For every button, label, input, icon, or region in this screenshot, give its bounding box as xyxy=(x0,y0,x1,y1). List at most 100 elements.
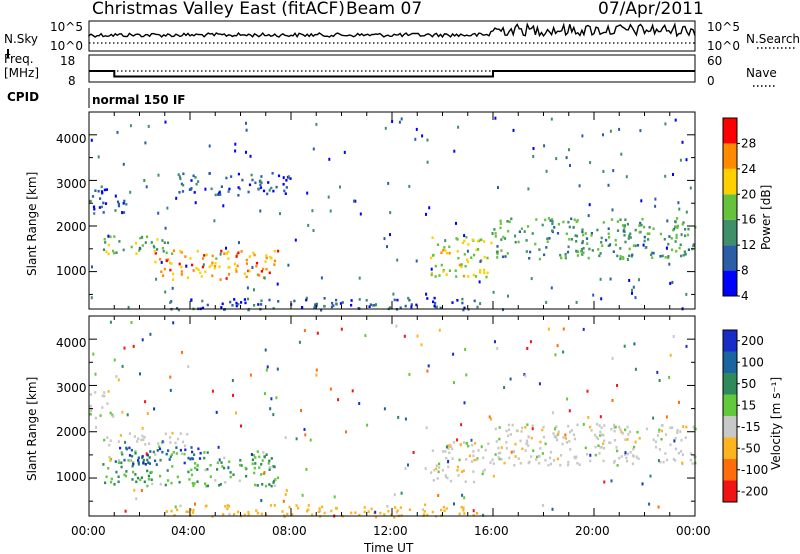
velocity-echo-cell xyxy=(568,409,571,413)
freq-tick-top: 18 xyxy=(60,54,75,68)
velocity-echo-cell xyxy=(190,457,193,460)
velocity-echo-cell xyxy=(134,452,137,455)
power-echo-cell xyxy=(431,236,434,239)
velocity-echo-cell xyxy=(503,461,506,465)
velocity-echo-cell xyxy=(626,459,629,463)
velocity-echo-cell xyxy=(130,321,133,324)
velocity-echo-cell xyxy=(393,493,396,497)
velocity-echo-cell xyxy=(222,513,225,516)
velocity-echo-cell xyxy=(379,511,382,515)
velocity-echo-cell xyxy=(95,425,98,429)
power-echo-cell xyxy=(220,306,223,309)
velocity-echo-cell xyxy=(247,510,250,514)
velocity-colorbar-swatch xyxy=(723,459,737,481)
power-echo-cell xyxy=(496,252,499,256)
noise-search-label: N.Search xyxy=(746,32,800,46)
velocity-echo-cell xyxy=(613,429,616,433)
power-echo-cell xyxy=(250,173,253,177)
power-echo-cell xyxy=(116,130,119,134)
velocity-echo-cell xyxy=(680,450,683,453)
velocity-echo-cell xyxy=(193,482,196,485)
velocity-echo-cell xyxy=(436,477,439,480)
velocity-echo-cell xyxy=(146,458,149,462)
velocity-echo-cell xyxy=(637,457,640,460)
velocity-echo-cell xyxy=(472,480,476,484)
power-echo-cell xyxy=(623,224,626,227)
velocity-echo-cell xyxy=(668,375,671,379)
power-echo-cell xyxy=(609,243,612,247)
power-echo-cell xyxy=(268,298,271,302)
power-echo-cell xyxy=(502,235,505,239)
velocity-echo-cell xyxy=(190,446,193,449)
power-echo-cell xyxy=(252,251,255,255)
velocity-echo-cell xyxy=(613,426,616,429)
velocity-echo-cell xyxy=(420,343,423,347)
velocity-echo-cell xyxy=(218,484,221,487)
power-echo-cell xyxy=(320,276,323,280)
velocity-echo-cell xyxy=(224,481,227,484)
velocity-echo-cell xyxy=(198,457,202,460)
velocity-echo-cell xyxy=(539,447,542,450)
power-echo-cell xyxy=(494,235,497,238)
power-echo-cell xyxy=(400,117,403,121)
velocity-echo-cell xyxy=(629,450,632,454)
power-echo-cell xyxy=(654,197,657,201)
velocity-echo-cell xyxy=(107,467,110,470)
power-echo-cell xyxy=(479,269,482,272)
nave-tick-top: 60 xyxy=(707,54,722,68)
velocity-colorbar-swatch xyxy=(723,373,737,395)
power-echo-cell xyxy=(454,269,457,272)
power-echo-cell xyxy=(638,278,640,282)
power-echo-cell xyxy=(169,268,172,272)
velocity-echo-cell xyxy=(547,327,550,331)
power-echo-cell xyxy=(592,293,595,297)
power-echo-cell xyxy=(472,273,475,277)
velocity-echo-cell xyxy=(631,462,634,466)
power-echo-cell xyxy=(432,300,435,304)
velocity-echo-cell xyxy=(140,438,143,442)
power-echo-cell xyxy=(433,296,436,300)
power-echo-cell xyxy=(194,176,197,179)
power-echo-cell xyxy=(628,254,631,258)
power-echo-cell xyxy=(328,157,331,161)
velocity-echo-cell xyxy=(462,506,465,510)
velocity-echo-cell xyxy=(470,438,473,442)
power-echo-cell xyxy=(215,257,218,260)
velocity-echo-cell xyxy=(141,455,144,458)
velocity-echo-cell xyxy=(227,466,230,470)
velocity-echo-cell xyxy=(497,451,500,455)
velocity-echo-cell xyxy=(576,423,579,427)
power-echo-cell xyxy=(307,223,310,227)
velocity-echo-cell xyxy=(538,455,541,458)
power-echo-cell xyxy=(214,193,217,197)
velocity-echo-cell xyxy=(552,432,555,435)
power-echo-cell xyxy=(430,273,433,277)
power-echo-cell xyxy=(331,301,334,305)
power-echo-cell xyxy=(664,122,667,126)
velocity-echo-cell xyxy=(215,410,218,414)
velocity-echo-cell xyxy=(123,458,126,462)
velocity-echo-cell xyxy=(627,433,630,436)
power-echo-cell xyxy=(254,181,257,185)
power-echo-cell xyxy=(681,140,684,144)
power-echo-cell xyxy=(616,229,620,232)
power-echo-cell xyxy=(98,206,101,209)
velocity-echo-cell xyxy=(445,445,448,449)
power-echo-cell xyxy=(438,274,441,277)
power-echo-cell xyxy=(353,199,356,203)
velocity-echo-cell xyxy=(424,503,427,507)
velocity-echo-cell xyxy=(491,458,494,462)
velocity-echo-cell xyxy=(135,480,138,484)
velocity-echo-cell xyxy=(589,425,592,429)
power-echo-cell xyxy=(141,244,144,247)
velocity-echo-cell xyxy=(664,433,668,436)
velocity-echo-cell xyxy=(251,458,254,462)
power-echo-cell xyxy=(659,232,662,236)
power-echo-cell xyxy=(466,249,469,253)
power-echo-cell xyxy=(684,253,687,256)
velocity-echo-cell xyxy=(531,424,534,427)
velocity-echo-cell xyxy=(596,437,600,441)
velocity-echo-cell xyxy=(453,502,455,506)
power-echo-cell xyxy=(680,254,683,258)
power-echo-cell xyxy=(311,209,314,213)
